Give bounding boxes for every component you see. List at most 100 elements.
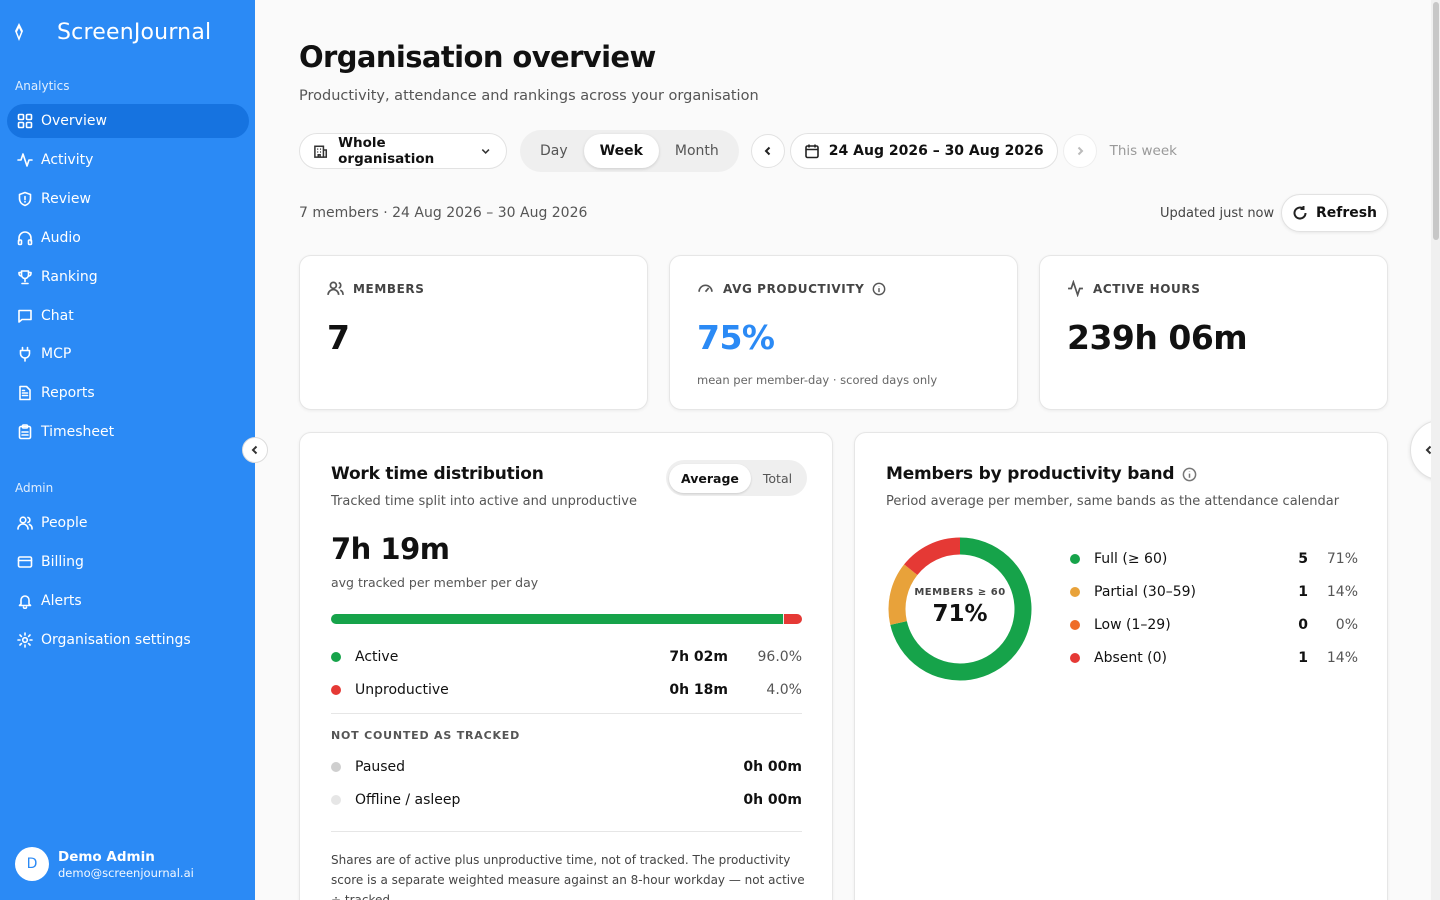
trophy-icon: [16, 268, 34, 286]
divider: [331, 831, 802, 832]
gauge-icon: [698, 284, 713, 293]
low-dot: [1070, 620, 1080, 630]
sidebar-item-people[interactable]: People: [7, 506, 249, 540]
unproductive-dot: [331, 685, 341, 695]
sidebar-item-alerts[interactable]: Alerts: [7, 584, 249, 618]
this-week-link[interactable]: This week: [1109, 143, 1177, 159]
date-range-picker[interactable]: 24 Aug 2026 – 30 Aug 2026: [789, 133, 1058, 169]
sidebar-item-chat[interactable]: Chat: [7, 299, 249, 333]
period-selector: Day Week Month: [520, 130, 739, 172]
active-hours-label: ACTIVE HOURS: [1093, 281, 1201, 296]
period-month-button[interactable]: Month: [674, 143, 719, 159]
sidebar-item-ranking[interactable]: Ranking: [7, 260, 249, 294]
toolbar: Whole organisation Day Week Month 24 Aug…: [299, 130, 1177, 172]
band-row-low: Low (1–29) 0 0%: [1070, 615, 1358, 635]
active-pct: 96.0%: [757, 649, 802, 665]
chevron-down-icon: [481, 149, 490, 154]
donut-slice-2: [888, 564, 918, 625]
divider: [331, 713, 802, 714]
bar-active-segment: [331, 614, 784, 624]
chevron-right-icon: [1077, 146, 1084, 156]
bar-unproductive-segment: [784, 614, 802, 624]
users-icon: [16, 514, 34, 532]
user-profile[interactable]: D Demo Admin demo@screenjournal.ai: [15, 847, 194, 881]
next-period-button[interactable]: [1062, 134, 1097, 168]
chevron-left-icon: [251, 445, 258, 455]
band-pct: 14%: [1326, 650, 1358, 666]
sidebar-item-label: Timesheet: [41, 424, 115, 440]
sidebar-item-reports[interactable]: Reports: [7, 376, 249, 410]
offline-row: Offline / asleep 0h 00m: [331, 790, 802, 810]
refresh-button[interactable]: Refresh: [1281, 194, 1388, 232]
band-label: Full (≥ 60): [1094, 551, 1168, 567]
sidebar-item-overview[interactable]: Overview: [7, 104, 249, 138]
sidebar-item-mcp[interactable]: MCP: [7, 337, 249, 371]
active-hours-value: 239h 06m: [1067, 318, 1248, 357]
sidebar-item-label: Billing: [41, 554, 84, 570]
band-row-absent: Absent (0) 1 14%: [1070, 648, 1358, 668]
band-pct: 14%: [1326, 584, 1358, 600]
active-dot: [331, 652, 341, 662]
work-time-subtitle: Tracked time split into active and unpro…: [331, 494, 637, 509]
avg-tracked-note: avg tracked per member per day: [331, 575, 539, 590]
offline-label: Offline / asleep: [355, 792, 461, 808]
offline-time: 0h 00m: [743, 792, 802, 808]
sidebar-item-label: Audio: [41, 230, 81, 246]
scrollbar-thumb[interactable]: [1433, 2, 1439, 240]
analytics-section-label: Analytics: [15, 79, 70, 93]
work-time-card: Work time distribution Tracked time spli…: [299, 432, 833, 900]
unproductive-pct: 4.0%: [766, 682, 802, 698]
sidebar-item-timesheet[interactable]: Timesheet: [7, 415, 249, 449]
collapse-sidebar-button[interactable]: [242, 437, 268, 463]
total-button[interactable]: Total: [762, 470, 793, 486]
band-donut-chart: [888, 537, 1032, 681]
unproductive-time: 0h 18m: [669, 682, 728, 698]
user-email: demo@screenjournal.ai: [58, 865, 194, 880]
productivity-card: AVG PRODUCTIVITY 75% mean per member-day…: [669, 255, 1018, 410]
sidebar-item-review[interactable]: Review: [7, 182, 249, 216]
work-time-title: Work time distribution: [331, 464, 544, 484]
members-value: 7: [327, 318, 350, 357]
date-range-label: 24 Aug 2026 – 30 Aug 2026: [828, 143, 1044, 159]
users-icon: [327, 281, 344, 296]
active-row: Active 7h 02m 96.0%: [331, 647, 802, 667]
average-button[interactable]: Average: [669, 463, 751, 493]
sidebar-item-label: Review: [41, 191, 91, 207]
unproductive-label: Unproductive: [355, 682, 449, 698]
chevron-left-icon: [1425, 445, 1432, 455]
info-icon[interactable]: [872, 282, 886, 296]
scope-label: Whole organisation: [338, 135, 435, 167]
period-day-button[interactable]: Day: [540, 143, 568, 159]
shield-icon: [16, 190, 34, 208]
scope-select[interactable]: Whole organisation: [299, 133, 507, 169]
period-week-button[interactable]: Week: [583, 134, 659, 168]
band-count: 0: [1298, 617, 1308, 633]
active-time: 7h 02m: [669, 649, 728, 665]
grid-icon: [16, 112, 34, 130]
active-hours-card: ACTIVE HOURS 239h 06m: [1039, 255, 1388, 410]
active-label: Active: [355, 649, 399, 665]
band-label: Partial (30–59): [1094, 584, 1196, 600]
activity-icon: [1068, 280, 1083, 297]
sidebar-item-billing[interactable]: Billing: [7, 545, 249, 579]
activity-icon: [16, 151, 34, 169]
paused-row: Paused 0h 00m: [331, 757, 802, 777]
user-name: Demo Admin: [58, 848, 155, 865]
previous-period-button[interactable]: [750, 134, 785, 168]
avg-tracked-time: 7h 19m: [331, 532, 450, 566]
plug-icon: [16, 345, 34, 363]
brand[interactable]: ScreenJournal: [12, 16, 211, 48]
average-total-toggle: Average Total: [666, 460, 808, 496]
sidebar-item-activity[interactable]: Activity: [7, 143, 249, 177]
scrollbar[interactable]: [1431, 0, 1440, 900]
band-label: Absent (0): [1094, 650, 1168, 666]
refresh-icon: [1293, 206, 1307, 220]
band-count: 1: [1298, 650, 1308, 666]
work-time-footnote: Shares are of active plus unproductive t…: [331, 853, 805, 900]
productivity-band-card: Members by productivity band Period aver…: [854, 432, 1388, 900]
sidebar-item-audio[interactable]: Audio: [7, 221, 249, 255]
brand-name: ScreenJournal: [57, 19, 212, 45]
info-icon[interactable]: [1182, 467, 1197, 482]
headphones-icon: [16, 229, 34, 247]
sidebar-item-organisation-settings[interactable]: Organisation settings: [7, 623, 249, 657]
